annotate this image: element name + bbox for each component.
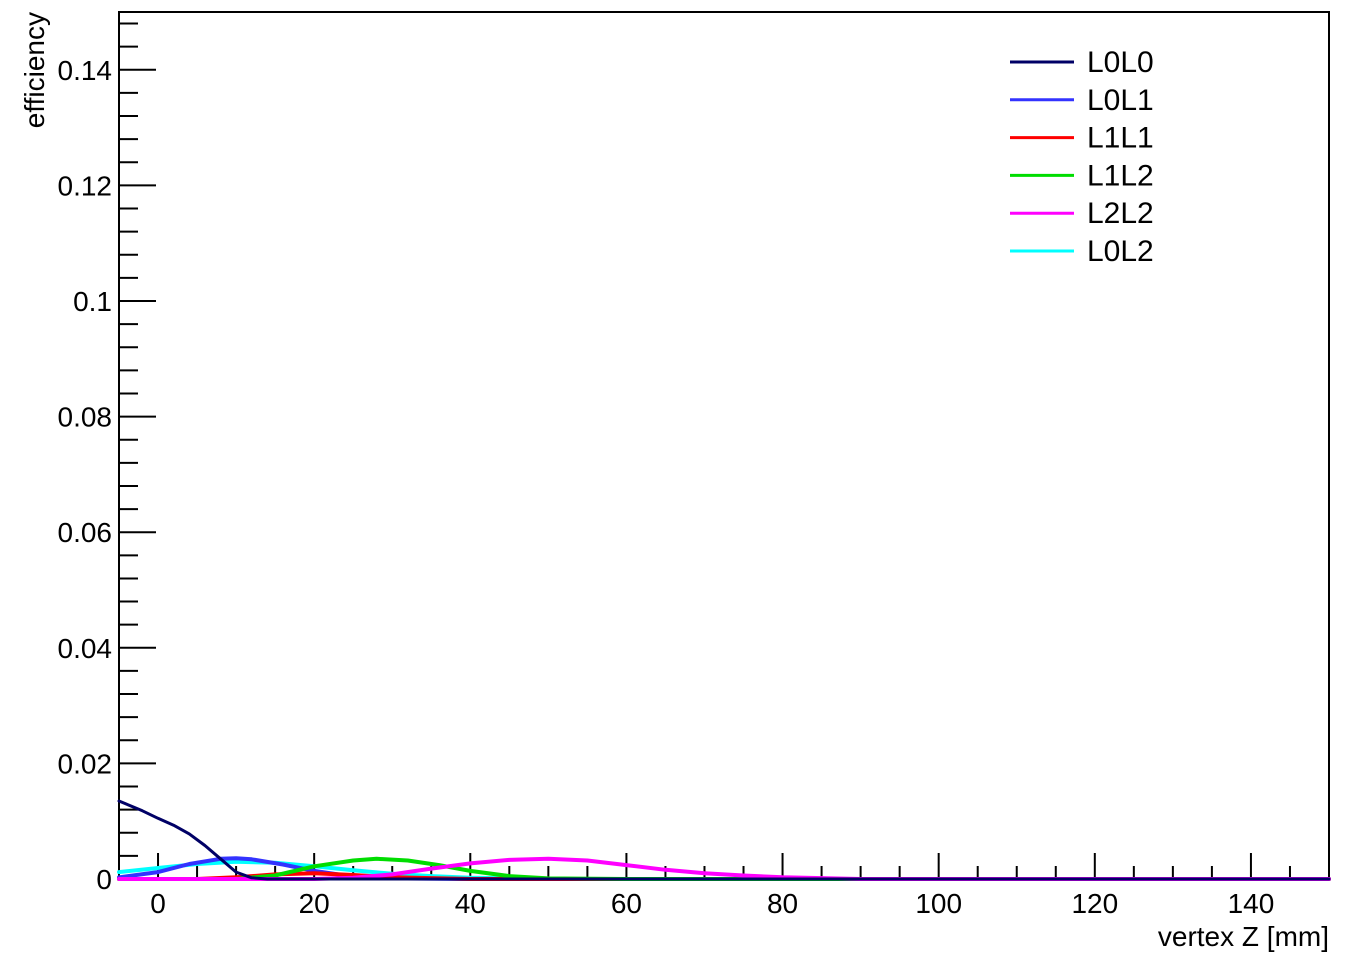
legend: L0L0 L0L1 L1L1 L1L2 L2L2 L0L2: [1010, 46, 1154, 268]
x-tick-label: 60: [611, 888, 642, 919]
y-tick-label: 0.12: [58, 170, 113, 201]
legend-label-l1l1: L1L1: [1087, 122, 1154, 155]
legend-label-l2l2: L2L2: [1087, 197, 1154, 230]
legend-label-l1l2: L1L2: [1087, 159, 1154, 192]
legend-label-l0l1: L0L1: [1087, 84, 1154, 117]
x-tick-label: 120: [1071, 888, 1118, 919]
x-tick-label: 0: [150, 888, 166, 919]
x-tick-label: 140: [1228, 888, 1275, 919]
legend-label-l0l0: L0L0: [1087, 46, 1154, 79]
y-tick-label: 0.02: [58, 748, 113, 779]
y-tick-label: 0.14: [58, 55, 113, 86]
y-tick-label: 0: [96, 864, 112, 895]
x-tick-label: 80: [767, 888, 798, 919]
x-axis-title: vertex Z [mm]: [1158, 921, 1329, 952]
legend-label-l0l2: L0L2: [1087, 235, 1154, 268]
y-axis-title: efficiency: [19, 12, 50, 128]
y-tick-label: 0.04: [58, 633, 113, 664]
series-line-l2l2: [117, 856, 1331, 881]
x-tick-label: 40: [455, 888, 486, 919]
series-layer: [117, 799, 1331, 881]
y-tick-label: 0.08: [58, 402, 113, 433]
series-line-l0l0: [117, 799, 1331, 881]
x-axis: 0 20 40 60 80 100 120 140: [118, 853, 1330, 919]
x-tick-label: 20: [299, 888, 330, 919]
y-tick-label: 0.1: [73, 286, 112, 317]
x-tick-label: 100: [915, 888, 962, 919]
y-axis: 0 0.02 0.04 0.06 0.08 0.1 0.12 0.14: [58, 22, 156, 895]
y-tick-label: 0.06: [58, 517, 113, 548]
